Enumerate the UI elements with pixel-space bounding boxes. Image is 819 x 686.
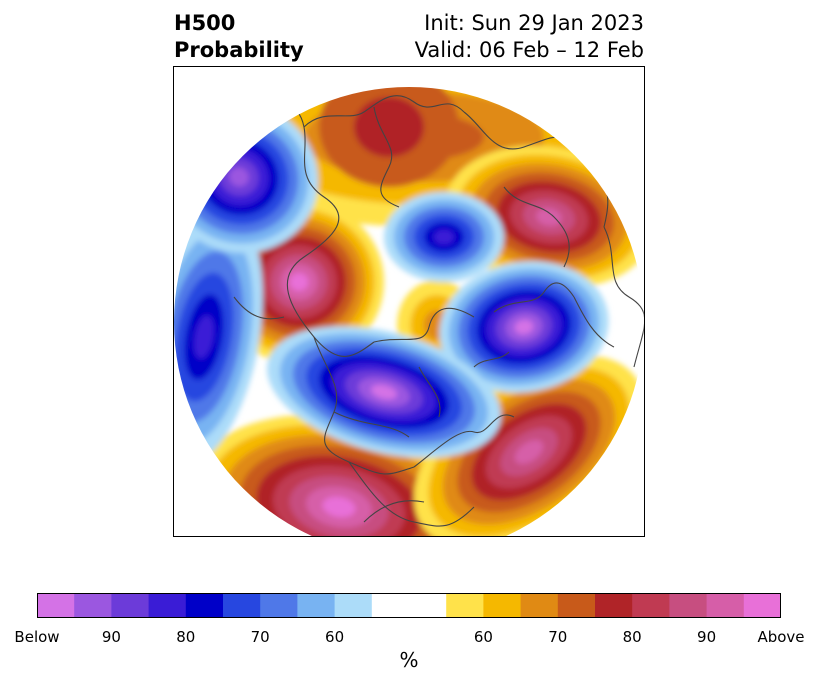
- border-line: [373, 307, 475, 343]
- border-line: [603, 226, 644, 368]
- colorbar-swatch: [632, 593, 670, 618]
- colorbar: [37, 593, 781, 618]
- geographic-borders: [233, 87, 644, 527]
- colorbar-swatch: [669, 593, 708, 618]
- title-variable: H500: [174, 11, 236, 35]
- border-line: [233, 296, 285, 320]
- colorbar-swatch: [260, 593, 298, 618]
- colorbar-swatch: [371, 593, 447, 618]
- title-product: Probability: [174, 38, 304, 62]
- colorbar-swatch: [595, 593, 633, 618]
- colorbar-tick-label: 90: [101, 628, 121, 646]
- border-line: [418, 366, 441, 418]
- border-line: [413, 414, 515, 468]
- below-anomaly-polar: [384, 192, 504, 282]
- border-line: [493, 282, 575, 313]
- border-line: [313, 336, 415, 475]
- probability-field: [174, 87, 644, 536]
- colorbar-swatch: [446, 593, 484, 618]
- colorbar-swatch: [223, 593, 261, 618]
- colorbar-swatch: [520, 593, 559, 618]
- below-anomaly-canada: [267, 326, 501, 458]
- title-right: Init: Sun 29 Jan 2023 Valid: 06 Feb – 12…: [415, 10, 644, 64]
- colorbar-swatch: [148, 593, 187, 618]
- above-anomaly-top-core: [319, 87, 459, 187]
- colorbar-swatch: [706, 593, 745, 618]
- colorbar-tick-label: Below: [14, 628, 60, 646]
- probability-map: [174, 87, 644, 536]
- colorbar-units: %: [399, 648, 419, 672]
- colorbar-tick-label: 90: [697, 628, 717, 646]
- map-panel: [173, 66, 645, 537]
- colorbar-tick-label: 80: [176, 628, 196, 646]
- border-line: [333, 411, 410, 438]
- border-line: [363, 500, 425, 523]
- valid-period: Valid: 06 Feb – 12 Feb: [414, 38, 644, 62]
- colorbar-swatch: [185, 593, 224, 618]
- border-line: [573, 296, 615, 348]
- colorbar-tick-label: 60: [473, 628, 493, 646]
- init-time: Init: Sun 29 Jan 2023: [424, 11, 644, 35]
- colorbar-swatch: [334, 593, 373, 618]
- colorbar-tick-label: Above: [757, 628, 805, 646]
- title-left: H500 Probability: [174, 10, 304, 64]
- border-line: [303, 95, 465, 128]
- colorbar-swatch: [557, 593, 596, 618]
- border-line: [473, 351, 510, 368]
- colorbar-tick-label: 80: [622, 628, 642, 646]
- colorbar-swatch: [74, 593, 112, 618]
- below-anomaly-east: [439, 261, 609, 393]
- colorbar-tick-label: 70: [250, 628, 270, 646]
- colorbar-swatch: [297, 593, 336, 618]
- colorbar-swatch: [37, 593, 75, 618]
- above-anomaly-southwest: [190, 414, 488, 536]
- colorbar-swatch: [483, 593, 522, 618]
- border-line: [503, 186, 570, 268]
- colorbar-tick-label: 70: [548, 628, 568, 646]
- colorbar-swatch: [111, 593, 150, 618]
- colorbar-swatch: [743, 593, 781, 618]
- border-line: [373, 106, 400, 208]
- border-line: [348, 461, 475, 527]
- colorbar-tick-label: 60: [325, 628, 345, 646]
